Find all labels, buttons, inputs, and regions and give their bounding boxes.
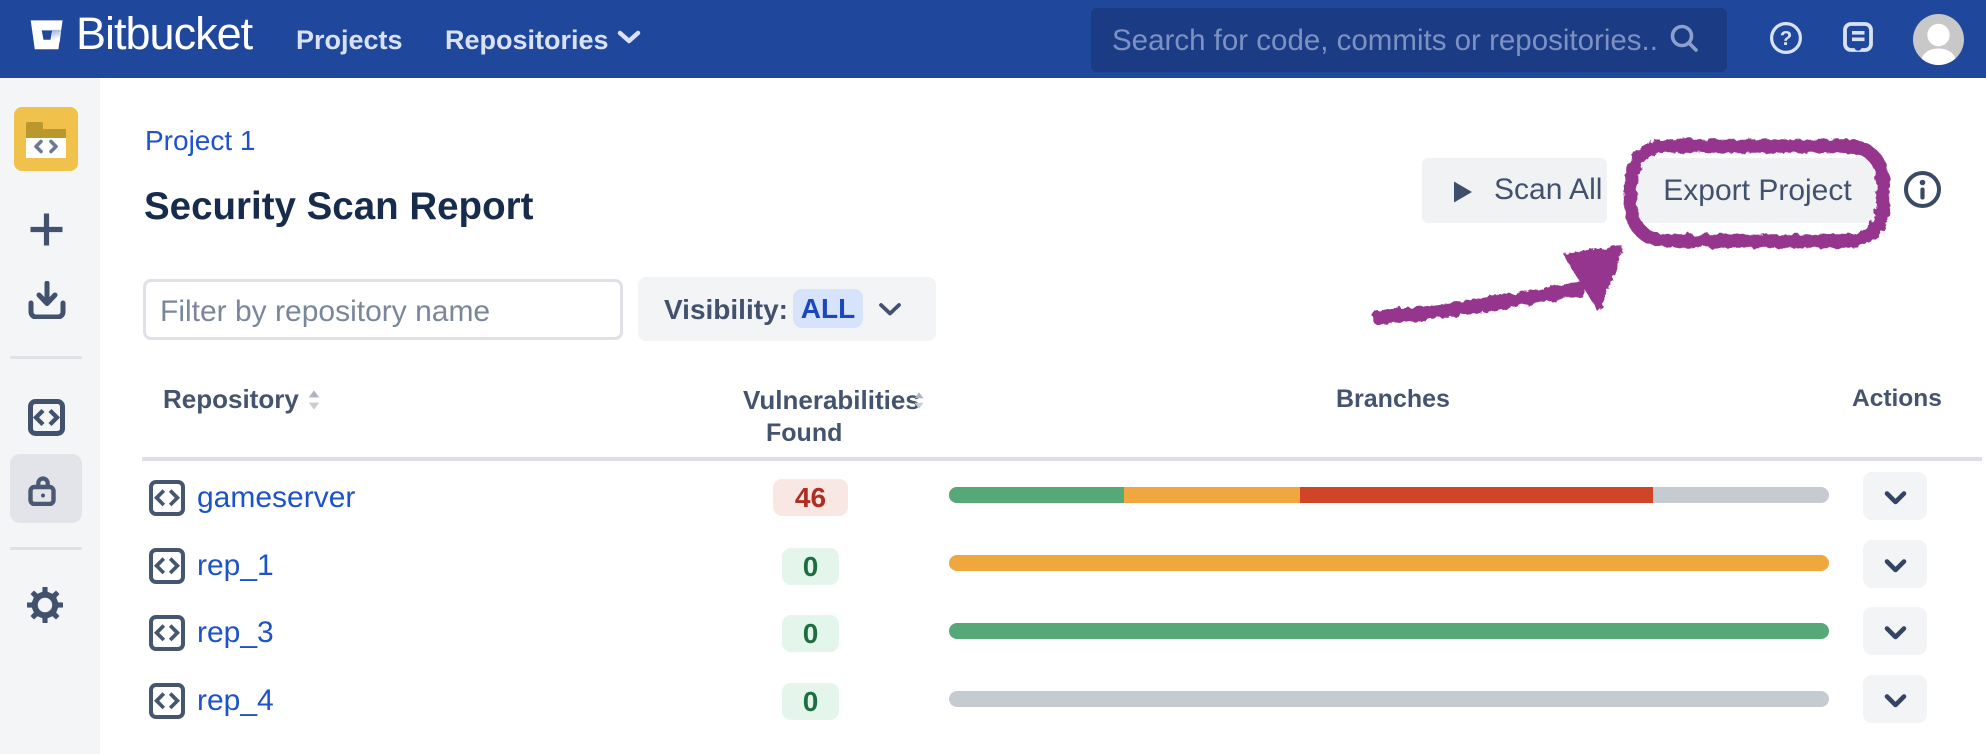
svg-text:?: ? bbox=[1780, 27, 1793, 50]
